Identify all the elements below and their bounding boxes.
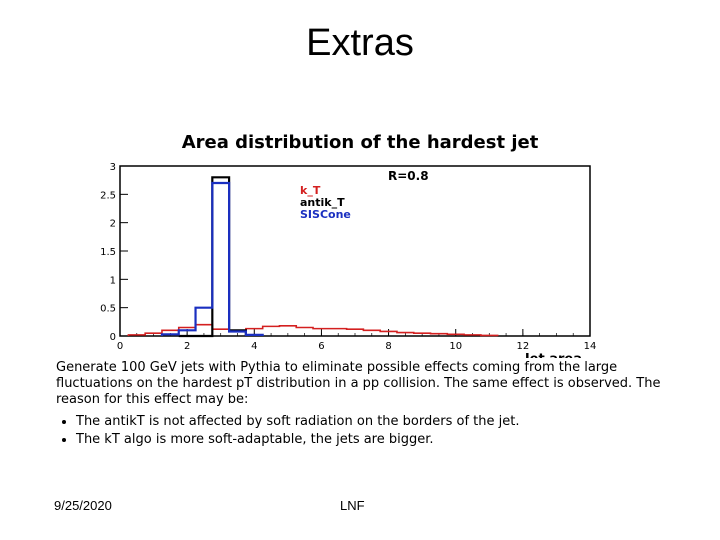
caption: Generate 100 GeV jets with Pythia to eli…	[56, 360, 666, 450]
series-kt	[127, 323, 499, 337]
x-tick-label: 14	[584, 341, 597, 352]
plot-area: 0 2 4 6 8 10 12 14 0 0.5 1 1.5 2 2.5 3 Jet area R=0.8 k_T…	[100, 162, 597, 358]
caption-bullet-2: The kT algo is more soft-adaptable, the …	[76, 432, 666, 448]
caption-bullets: The antikT is not affected by soft radia…	[56, 414, 666, 448]
y-tick-label: 0.5	[100, 304, 116, 315]
legend-entry: antik_T	[300, 196, 345, 209]
x-tick-label: 4	[251, 341, 257, 352]
y-tick-label: 0	[110, 332, 116, 343]
y-tick-label: 1	[110, 275, 116, 286]
x-tick-label: 6	[318, 341, 324, 352]
radius-annotation: R=0.8	[388, 169, 429, 183]
x-tick-label: 10	[449, 341, 462, 352]
x-tick-label: 2	[184, 341, 190, 352]
x-tick-label: 8	[385, 341, 391, 352]
footer-date: 9/25/2020	[54, 498, 112, 513]
y-tick-label: 2.5	[100, 190, 116, 201]
caption-text: Generate 100 GeV jets with Pythia to eli…	[56, 360, 661, 407]
y-tick-label: 2	[110, 219, 116, 230]
legend-entry: SISCone	[300, 208, 351, 221]
x-axis-label: Jet area	[524, 352, 582, 358]
legend-entry: k_T	[300, 184, 321, 197]
chart-figure: 0 2 4 6 8 10 12 14 0 0.5 1 1.5 2 2.5 3 Jet area R=0.8 k_T…	[50, 128, 670, 468]
legend-box	[280, 170, 580, 220]
caption-bullet-1: The antikT is not affected by soft radia…	[76, 414, 666, 430]
x-tick-label: 0	[117, 341, 123, 352]
chart-title: Area distribution of the hardest jet	[181, 132, 539, 153]
footer-org: LNF	[340, 498, 365, 513]
y-tick-label: 1.5	[100, 247, 116, 258]
series-antikt	[178, 176, 247, 338]
x-tick-label: 12	[516, 341, 529, 352]
slide-title: Extras	[306, 22, 414, 64]
y-tick-label: 3	[110, 162, 116, 173]
series-siscone	[160, 181, 264, 336]
